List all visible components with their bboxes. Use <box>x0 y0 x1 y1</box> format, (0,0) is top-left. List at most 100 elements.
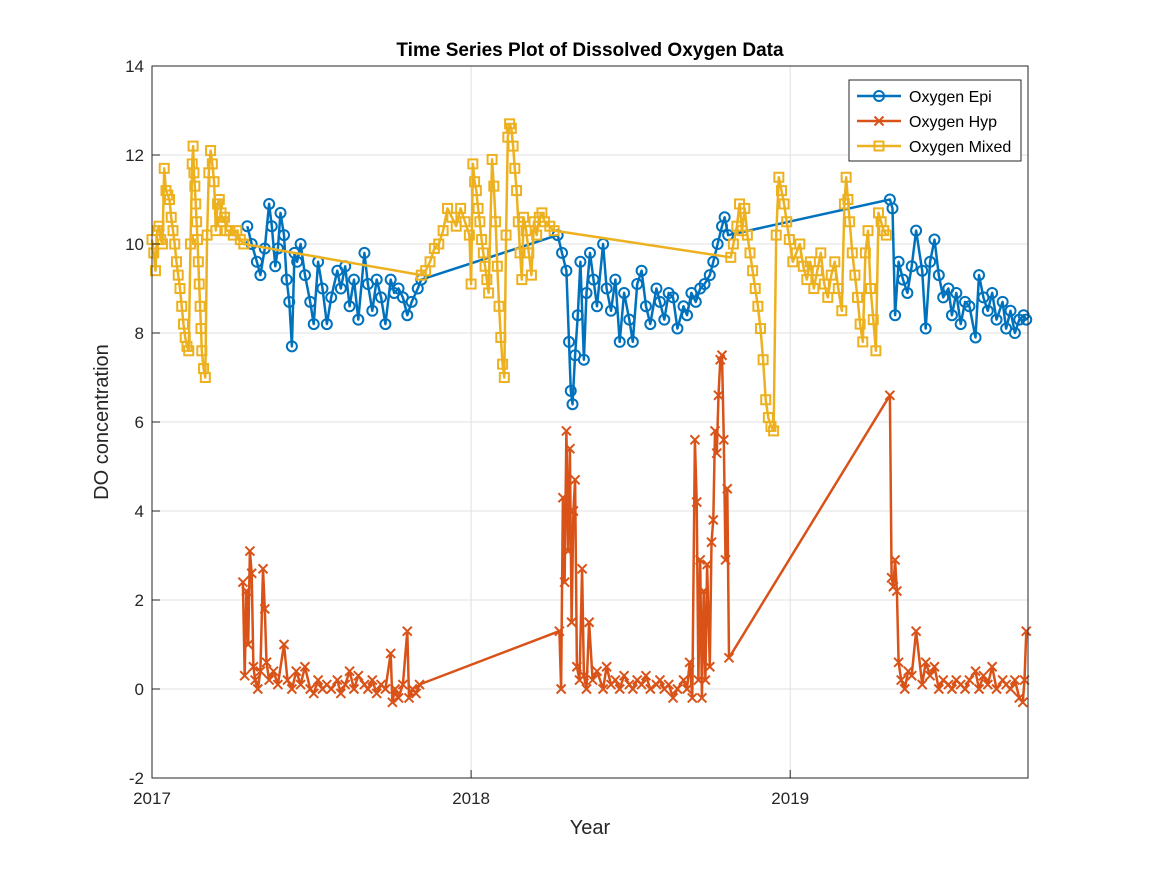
data-point <box>937 291 950 304</box>
data-point <box>865 283 877 294</box>
x-tick-label: 2018 <box>452 789 490 808</box>
y-tick-label: -2 <box>129 769 144 788</box>
data-point <box>153 220 165 232</box>
data-point <box>523 247 535 259</box>
data-point <box>163 194 175 205</box>
data-point <box>568 505 579 517</box>
legend-marker <box>873 115 885 127</box>
data-point <box>483 287 495 299</box>
data-point <box>576 563 588 575</box>
data-point <box>910 224 923 237</box>
data-point <box>167 225 179 237</box>
data-point <box>681 683 693 695</box>
data-point <box>700 674 711 686</box>
data-point <box>304 295 317 308</box>
data-point <box>917 679 928 690</box>
data-point <box>653 295 666 308</box>
y-tick-label: 14 <box>125 57 144 76</box>
legend-label: Oxygen Epi <box>909 89 992 106</box>
data-point <box>964 674 975 686</box>
data-point <box>978 670 989 681</box>
data-point <box>783 234 795 246</box>
data-point <box>269 260 282 273</box>
data-point <box>278 229 291 242</box>
data-point <box>618 286 631 299</box>
data-point <box>348 683 360 695</box>
data-point <box>768 425 780 437</box>
data-point <box>716 350 728 361</box>
data-point <box>687 692 698 704</box>
data-point <box>775 185 787 197</box>
data-point <box>829 256 841 268</box>
data-point <box>581 683 592 695</box>
data-point <box>842 194 854 205</box>
data-point <box>859 247 871 259</box>
data-point <box>385 648 396 659</box>
data-point <box>706 536 717 548</box>
data-point <box>832 283 844 294</box>
data-point <box>495 331 507 343</box>
data-point <box>698 585 709 597</box>
data-point <box>981 304 994 317</box>
x-axis-label: Year <box>570 817 611 839</box>
data-point <box>371 688 382 699</box>
data-point <box>626 335 639 348</box>
data-point <box>893 657 904 668</box>
data-point <box>191 216 203 228</box>
data-point <box>424 256 436 268</box>
data-point <box>718 211 731 224</box>
data-point <box>991 683 1002 695</box>
data-point <box>818 278 830 290</box>
data-point <box>459 216 471 228</box>
data-point <box>320 318 333 331</box>
data-point <box>701 559 713 570</box>
data-point <box>720 554 731 566</box>
data-point <box>892 255 905 268</box>
data-point <box>463 229 475 241</box>
series-line <box>246 198 1028 406</box>
data-point <box>752 300 764 312</box>
data-point <box>747 265 759 277</box>
data-point <box>1004 304 1017 317</box>
series-oxygen-hyp <box>237 350 1032 708</box>
data-point <box>208 176 220 188</box>
x-tick-label: 2017 <box>133 789 171 808</box>
data-point <box>597 683 609 695</box>
data-point <box>476 234 488 246</box>
data-point <box>402 625 413 637</box>
plot-series <box>146 118 1033 708</box>
data-point <box>393 692 404 704</box>
data-point <box>857 336 869 348</box>
y-tick-label: 10 <box>125 235 144 254</box>
data-point <box>437 225 449 237</box>
data-point <box>574 255 587 268</box>
data-point <box>283 295 296 308</box>
data-point <box>741 229 753 241</box>
y-axis-label: DO concentration <box>91 344 113 500</box>
data-point <box>711 447 722 459</box>
y-tick-label: 8 <box>135 324 144 343</box>
data-point <box>849 269 861 281</box>
data-point <box>672 683 683 695</box>
data-point <box>518 211 530 223</box>
data-point <box>713 390 724 401</box>
data-point <box>973 269 986 282</box>
data-point <box>149 265 161 277</box>
data-point <box>609 273 622 286</box>
data-point <box>205 145 217 157</box>
data-point <box>671 322 684 335</box>
data-point <box>870 345 882 357</box>
data-point <box>773 171 785 183</box>
data-point <box>906 670 917 681</box>
data-point <box>970 665 981 677</box>
data-point <box>332 674 343 686</box>
data-point <box>636 679 647 690</box>
chart-title: Time Series Plot of Dissolved Oxygen Dat… <box>396 40 784 61</box>
data-point <box>467 158 479 170</box>
data-point <box>963 300 976 313</box>
y-tick-label: 4 <box>135 502 144 521</box>
data-point <box>261 657 272 668</box>
data-point <box>591 665 603 677</box>
data-point <box>654 674 666 686</box>
data-point <box>509 162 521 174</box>
